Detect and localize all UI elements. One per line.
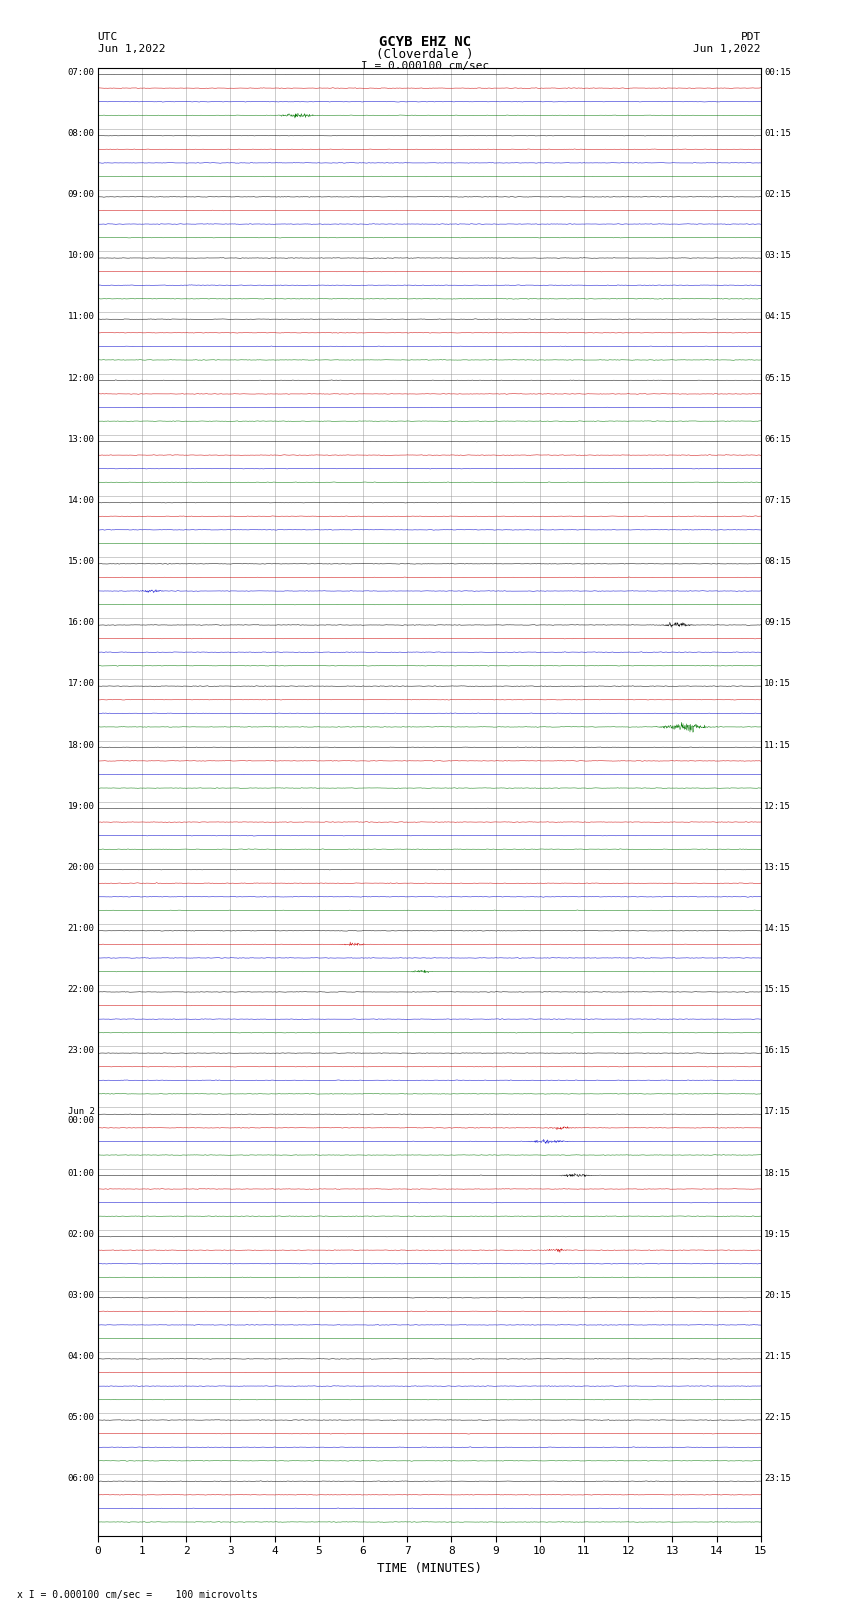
Text: 18:00: 18:00: [67, 740, 94, 750]
Text: PDT: PDT: [740, 32, 761, 42]
Text: 07:15: 07:15: [764, 495, 791, 505]
Text: 00:15: 00:15: [764, 68, 791, 77]
Text: 16:00: 16:00: [67, 618, 94, 627]
Text: 10:15: 10:15: [764, 679, 791, 689]
Text: x I = 0.000100 cm/sec =    100 microvolts: x I = 0.000100 cm/sec = 100 microvolts: [17, 1590, 258, 1600]
Text: Jun 2
00:00: Jun 2 00:00: [67, 1108, 94, 1124]
Text: 14:00: 14:00: [67, 495, 94, 505]
Text: 01:15: 01:15: [764, 129, 791, 137]
Text: 02:00: 02:00: [67, 1229, 94, 1239]
Text: 23:00: 23:00: [67, 1047, 94, 1055]
Text: 17:00: 17:00: [67, 679, 94, 689]
Text: 03:15: 03:15: [764, 252, 791, 260]
Text: 10:00: 10:00: [67, 252, 94, 260]
Text: 04:15: 04:15: [764, 313, 791, 321]
Text: 19:15: 19:15: [764, 1229, 791, 1239]
Text: UTC: UTC: [98, 32, 118, 42]
Text: 22:15: 22:15: [764, 1413, 791, 1423]
Text: 08:00: 08:00: [67, 129, 94, 137]
Text: 23:15: 23:15: [764, 1474, 791, 1484]
Text: 06:00: 06:00: [67, 1474, 94, 1484]
Text: Jun 1,2022: Jun 1,2022: [694, 44, 761, 53]
Text: (Cloverdale ): (Cloverdale ): [377, 48, 473, 61]
Text: 04:00: 04:00: [67, 1352, 94, 1361]
Text: 06:15: 06:15: [764, 436, 791, 444]
Text: 07:00: 07:00: [67, 68, 94, 77]
Text: 18:15: 18:15: [764, 1168, 791, 1177]
Text: Jun 1,2022: Jun 1,2022: [98, 44, 165, 53]
Text: 21:15: 21:15: [764, 1352, 791, 1361]
Text: 05:15: 05:15: [764, 374, 791, 382]
Text: 15:15: 15:15: [764, 986, 791, 994]
Text: 01:00: 01:00: [67, 1168, 94, 1177]
Text: 17:15: 17:15: [764, 1108, 791, 1116]
Text: 11:00: 11:00: [67, 313, 94, 321]
Text: I = 0.000100 cm/sec: I = 0.000100 cm/sec: [361, 61, 489, 71]
Text: 03:00: 03:00: [67, 1290, 94, 1300]
Text: 19:00: 19:00: [67, 802, 94, 811]
Text: 16:15: 16:15: [764, 1047, 791, 1055]
X-axis label: TIME (MINUTES): TIME (MINUTES): [377, 1561, 482, 1574]
Text: 12:15: 12:15: [764, 802, 791, 811]
Text: 15:00: 15:00: [67, 556, 94, 566]
Text: 14:15: 14:15: [764, 924, 791, 932]
Text: 13:00: 13:00: [67, 436, 94, 444]
Text: 02:15: 02:15: [764, 190, 791, 198]
Text: 13:15: 13:15: [764, 863, 791, 871]
Text: 21:00: 21:00: [67, 924, 94, 932]
Text: 09:15: 09:15: [764, 618, 791, 627]
Text: 20:15: 20:15: [764, 1290, 791, 1300]
Text: GCYB EHZ NC: GCYB EHZ NC: [379, 35, 471, 50]
Text: 22:00: 22:00: [67, 986, 94, 994]
Text: 05:00: 05:00: [67, 1413, 94, 1423]
Text: 09:00: 09:00: [67, 190, 94, 198]
Text: 08:15: 08:15: [764, 556, 791, 566]
Text: 12:00: 12:00: [67, 374, 94, 382]
Text: 11:15: 11:15: [764, 740, 791, 750]
Text: 20:00: 20:00: [67, 863, 94, 871]
